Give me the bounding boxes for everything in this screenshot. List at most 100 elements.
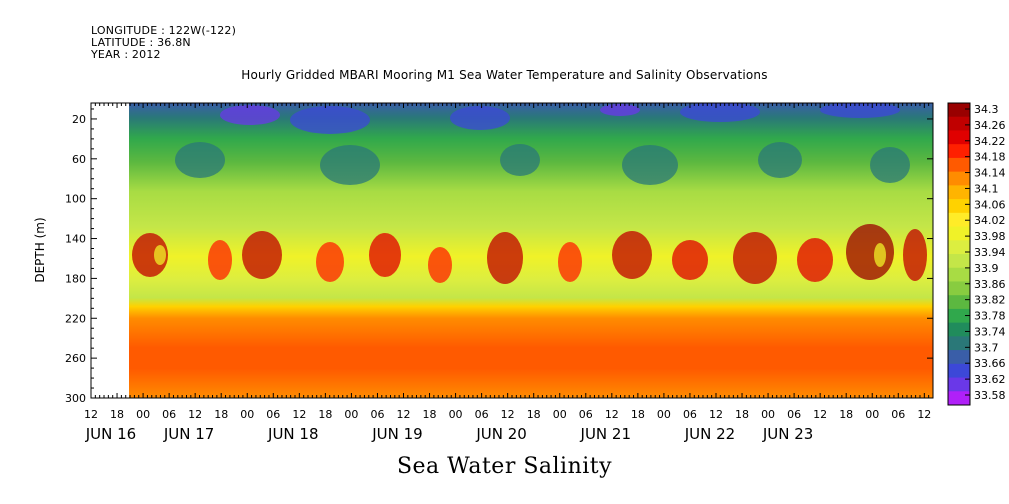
x-day-label: JUN 22 <box>684 425 735 443</box>
colorbar-band <box>948 116 970 131</box>
x-tick-label: 00 <box>865 408 879 421</box>
x-day-label: JUN 23 <box>762 425 813 443</box>
colorbar: 34.3 34.26 34.22 34.18 34.14 34.1 34.06 34.02 33… <box>947 102 1006 406</box>
colorbar-band <box>948 254 970 269</box>
colorbar-tick-label: 34.18 <box>974 151 1006 164</box>
x-axis: 12 18 00 06 12 18 00 06 12 18 00 06 12 18 00 06 12 18 00 06… <box>84 103 934 443</box>
x-tick-label: 12 <box>292 408 306 421</box>
x-day-label: JUN 18 <box>267 425 318 443</box>
colorbar-band <box>948 295 970 310</box>
salinity-contour <box>820 103 900 118</box>
x-day-label: JUN 19 <box>371 425 422 443</box>
x-tick-label: 12 <box>605 408 619 421</box>
x-tick-label: 12 <box>84 408 98 421</box>
salinity-contour <box>320 145 380 185</box>
x-day-label: JUN 17 <box>163 425 214 443</box>
colorbar-band <box>948 199 970 214</box>
longitude-label: LONGITUDE : 122W(-122) <box>91 24 237 37</box>
colorbar-band <box>948 377 970 392</box>
salinity-contour <box>428 247 452 283</box>
y-tick-label: 180 <box>65 272 86 285</box>
salinity-contour <box>487 232 523 284</box>
colorbar-tick-label: 33.98 <box>974 230 1006 243</box>
x-tick-label: 12 <box>709 408 723 421</box>
x-tick-label: 06 <box>475 408 489 421</box>
salinity-contour <box>600 104 640 116</box>
colorbar-tick-label: 33.78 <box>974 310 1006 323</box>
salinity-contour <box>870 147 910 183</box>
colorbar-tick-label: 33.9 <box>974 262 999 275</box>
salinity-contour <box>558 242 582 282</box>
salinity-contour <box>903 229 927 281</box>
colorbar-tick-label: 33.82 <box>974 294 1006 307</box>
salinity-contour <box>175 142 225 178</box>
colorbar-tick-label: 33.58 <box>974 389 1006 402</box>
x-day-label: JUN 20 <box>475 425 526 443</box>
x-tick-label: 12 <box>813 408 827 421</box>
salinity-contour <box>846 224 894 280</box>
latitude-label: LATITUDE : 36.8N <box>91 36 191 49</box>
colorbar-band <box>948 350 970 365</box>
year-label: YEAR : 2012 <box>91 48 161 61</box>
x-tick-label: 06 <box>787 408 801 421</box>
x-tick-label: 18 <box>631 408 645 421</box>
salinity-contour <box>733 232 777 284</box>
chart-title: Hourly Gridded MBARI Mooring M1 Sea Wate… <box>241 68 768 82</box>
salinity-contour <box>500 144 540 176</box>
colorbar-band <box>948 267 970 282</box>
colorbar-tick-label: 33.7 <box>974 341 999 354</box>
x-tick-label: 18 <box>423 408 437 421</box>
y-tick-label: 300 <box>65 392 86 405</box>
x-tick-label: 06 <box>266 408 280 421</box>
x-tick-label: 00 <box>449 408 463 421</box>
salinity-features <box>132 103 927 284</box>
x-day-label: JUN 21 <box>580 425 631 443</box>
colorbar-tick-label: 33.62 <box>974 373 1006 386</box>
x-tick-label: 18 <box>735 408 749 421</box>
x-tick-label: 18 <box>318 408 332 421</box>
salinity-contour <box>154 245 166 265</box>
salinity-contour <box>316 242 344 282</box>
colorbar-band <box>948 130 970 145</box>
colorbar-tick-label: 33.74 <box>974 325 1006 338</box>
colorbar-band <box>948 171 970 186</box>
y-tick-label: 140 <box>65 233 86 246</box>
x-tick-label: 18 <box>214 408 228 421</box>
x-tick-label: 12 <box>396 408 410 421</box>
x-tick-label: 06 <box>579 408 593 421</box>
x-tick-label: 18 <box>110 408 124 421</box>
colorbar-tick-label: 34.02 <box>974 214 1006 227</box>
x-tick-label: 18 <box>839 408 853 421</box>
x-tick-label: 06 <box>683 408 697 421</box>
colorbar-band <box>948 308 970 324</box>
colorbar-band <box>948 240 970 255</box>
x-tick-label: 06 <box>370 408 384 421</box>
salinity-contour <box>672 240 708 280</box>
colorbar-tick-label: 33.94 <box>974 246 1006 259</box>
colorbar-band <box>948 336 970 351</box>
x-tick-label: 18 <box>527 408 541 421</box>
colorbar-band <box>948 281 970 296</box>
salinity-contour <box>450 106 510 130</box>
colorbar-tick-label: 33.66 <box>974 357 1006 370</box>
colorbar-band <box>948 185 970 200</box>
x-tick-label: 00 <box>553 408 567 421</box>
salinity-contour <box>874 243 886 267</box>
x-tick-label: 12 <box>501 408 515 421</box>
colorbar-tick-label: 34.1 <box>974 182 999 195</box>
x-axis-title: Sea Water Salinity <box>396 454 613 479</box>
x-tick-label: 06 <box>891 408 905 421</box>
y-axis: 20 60 100 140 180 220 260 300 <box>65 108 933 405</box>
colorbar-band <box>948 157 970 173</box>
salinity-contour <box>612 231 652 279</box>
colorbar-tick-label: 34.14 <box>974 167 1006 180</box>
x-tick-label: 06 <box>162 408 176 421</box>
salinity-contour <box>242 231 282 279</box>
salinity-contour <box>220 105 280 125</box>
y-tick-label: 260 <box>65 352 86 365</box>
salinity-contour <box>369 233 401 277</box>
colorbar-frame <box>947 102 971 406</box>
colorbar-band <box>948 363 970 379</box>
colorbar-band <box>948 322 970 337</box>
salinity-contour <box>208 240 232 280</box>
